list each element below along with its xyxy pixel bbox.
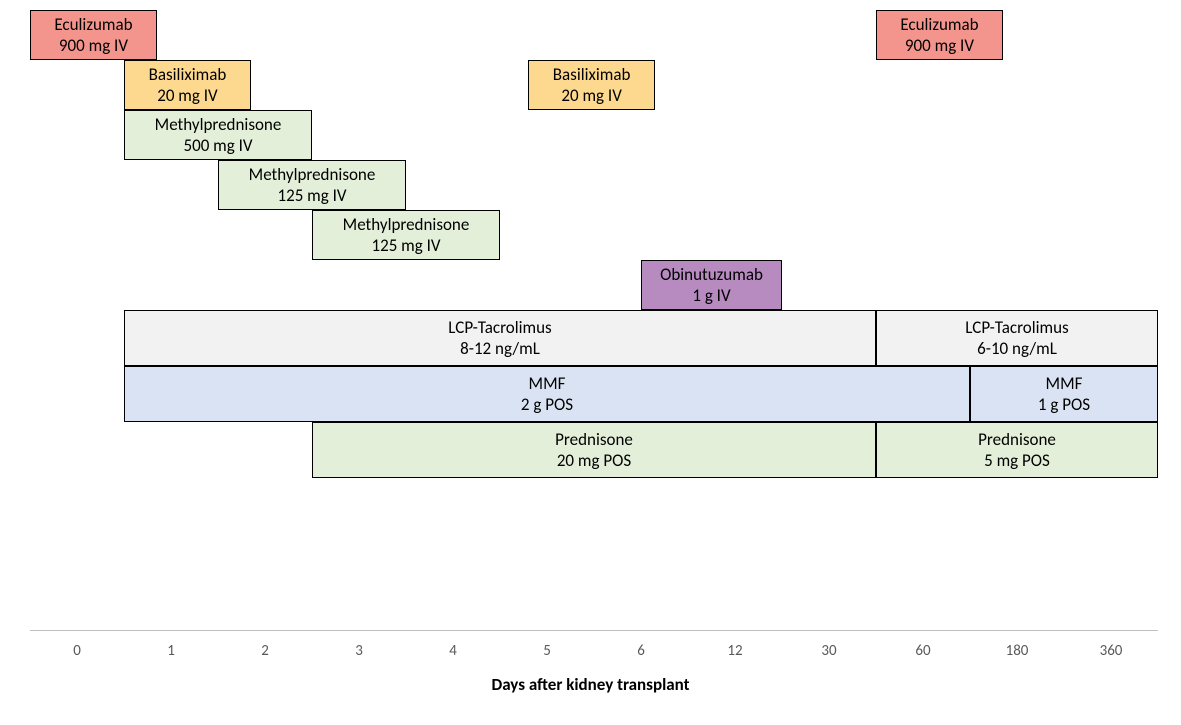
box-mp500: Methylprednisone500 mg IV <box>124 110 312 160</box>
x-axis-title: Days after kidney transplant <box>30 674 1151 695</box>
tick-12: 12 <box>727 642 742 660</box>
box-mp125b: Methylprednisone125 mg IV <box>312 210 500 260</box>
tick-60: 60 <box>915 642 930 660</box>
medication-timeline: Eculizumab900 mg IVEculizumab900 mg IVBa… <box>30 10 1151 666</box>
box-ecu1: Eculizumab900 mg IV <box>30 10 157 60</box>
tick-3: 3 <box>355 642 363 660</box>
lane-tac-1: LCP-Tacrolimus6-10 ng/mL <box>876 310 1158 366</box>
box-obi: Obinutuzumab1 g IV <box>641 260 782 310</box>
x-axis-line <box>30 630 1158 631</box>
tick-360: 360 <box>1100 642 1123 660</box>
box-mp125a: Methylprednisone125 mg IV <box>218 160 406 210</box>
lane-tac-0: LCP-Tacrolimus8-12 ng/mL <box>124 310 876 366</box>
box-basi2: Basiliximab20 mg IV <box>528 60 655 110</box>
tick-6: 6 <box>637 642 645 660</box>
lane-pred-1: Prednisone5 mg POS <box>876 422 1158 478</box>
tick-5: 5 <box>543 642 551 660</box>
tick-30: 30 <box>821 642 836 660</box>
lane-mmf-1: MMF1 g POS <box>970 366 1158 422</box>
tick-0: 0 <box>73 642 81 660</box>
lane-mmf-0: MMF2 g POS <box>124 366 970 422</box>
tick-180: 180 <box>1006 642 1029 660</box>
tick-1: 1 <box>167 642 175 660</box>
tick-2: 2 <box>261 642 269 660</box>
box-basi1: Basiliximab20 mg IV <box>124 60 251 110</box>
tick-4: 4 <box>449 642 457 660</box>
lane-pred-0: Prednisone20 mg POS <box>312 422 876 478</box>
box-ecu2: Eculizumab900 mg IV <box>876 10 1003 60</box>
